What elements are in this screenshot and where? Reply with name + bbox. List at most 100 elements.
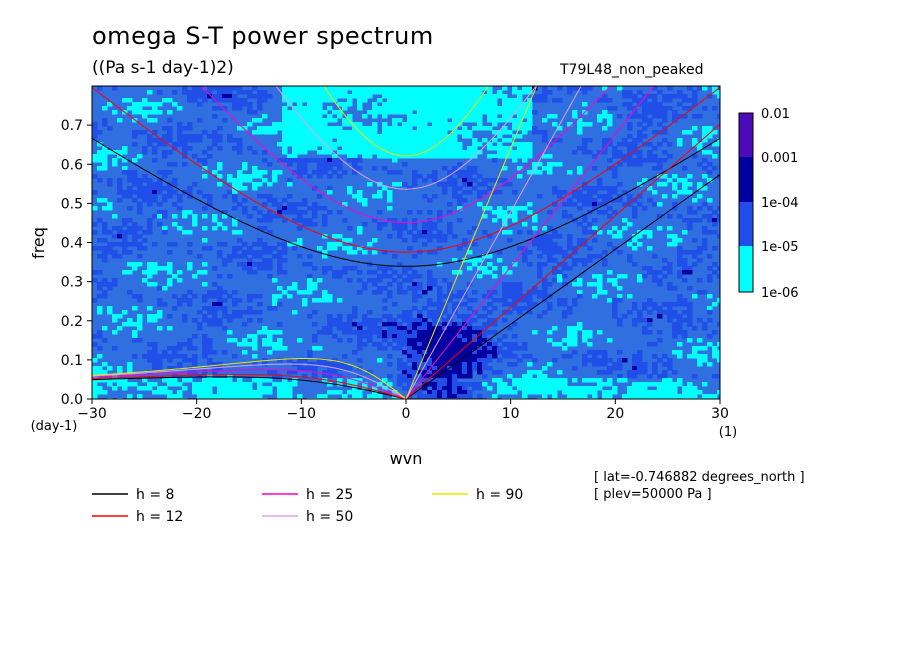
contour-cell [497,90,503,95]
contour-cell [712,222,718,227]
contour-cell [442,362,448,367]
contour-cell [307,122,313,127]
contour-cell [282,90,288,95]
contour-cell [402,266,408,271]
contour-cell [387,206,393,211]
contour-cell [637,130,643,135]
contour-cell [412,282,418,287]
contour-cell [572,326,578,331]
inertia-gravity-curve [323,86,489,157]
contour-cell [392,90,398,95]
contour-cell [677,330,683,335]
contour-cell [312,106,318,111]
contour-cell [632,302,638,307]
contour-cell [372,238,378,243]
contour-cell [247,174,253,179]
contour-cell [152,106,158,111]
contour-cell [407,102,413,107]
contour-cell [442,94,448,99]
contour-cell [362,114,368,119]
contour-cell [682,298,688,303]
contour-cell [267,338,273,343]
contour-cell [422,126,428,131]
contour-cell [227,394,233,399]
contour-cell [577,282,583,287]
contour-cell [102,294,108,299]
contour-cell [627,102,633,107]
contour-cell [242,210,248,215]
contour-cell [542,386,548,391]
contour-cell [242,338,248,343]
contour-cell [377,194,383,199]
contour-cell [132,110,138,115]
contour-cell [522,374,528,379]
contour-cell [447,326,453,331]
contour-cell [662,302,668,307]
contour-cell [92,246,98,251]
contour-cell [707,278,713,283]
contour-cell [182,162,188,167]
contour-cell [152,342,158,347]
contour-cell [587,350,593,355]
contour-cell [437,90,443,95]
contour-cell [472,106,478,111]
contour-cell [287,98,293,103]
contour-cell [612,362,618,367]
contour-cell [412,318,418,323]
contour-cell [177,302,183,307]
contour-cell [307,118,313,123]
contour-cell [117,118,123,123]
contour-cell [137,194,143,199]
contour-cell [677,90,683,95]
contour-cell [622,142,628,147]
contour-cell [417,138,423,143]
y-tick-label: 0.7 [61,118,83,134]
contour-cell [287,358,293,363]
contour-cell [677,250,683,255]
contour-cell [267,390,273,395]
contour-cell [437,94,443,99]
contour-cell [142,114,148,119]
contour-cell [312,202,318,207]
contour-cell [187,378,193,383]
contour-cell [347,322,353,327]
contour-cell [347,190,353,195]
contour-cell [502,290,508,295]
contour-cell [557,138,563,143]
contour-cell [467,354,473,359]
contour-cell [217,98,223,103]
contour-cell [222,306,228,311]
colorbar-segment [739,246,753,292]
contour-cell [347,142,353,147]
contour-cell [252,186,258,191]
contour-cell [352,154,358,159]
contour-cell [422,318,428,323]
contour-cell [342,86,348,91]
contour-cell [697,258,703,263]
contour-cell [467,390,473,395]
contour-cell [402,378,408,383]
contour-cell [272,306,278,311]
contour-cell [417,110,423,115]
contour-cell [492,354,498,359]
contour-cell [507,102,513,107]
contour-cell [617,366,623,371]
contour-cell [422,346,428,351]
contour-cell [502,102,508,107]
contour-cell [442,182,448,187]
contour-cell [537,266,543,271]
contour-cell [292,378,298,383]
contour-cell [387,198,393,203]
contour-cell [637,274,643,279]
contour-cell [547,302,553,307]
contour-cell [692,102,698,107]
contour-cell [412,354,418,359]
contour-cell [472,350,478,355]
contour-cell [217,290,223,295]
contour-cell [427,358,433,363]
contour-cell [132,134,138,139]
contour-cell [702,138,708,143]
contour-cell [457,334,463,339]
contour-cell [92,230,98,235]
contour-cell [702,354,708,359]
